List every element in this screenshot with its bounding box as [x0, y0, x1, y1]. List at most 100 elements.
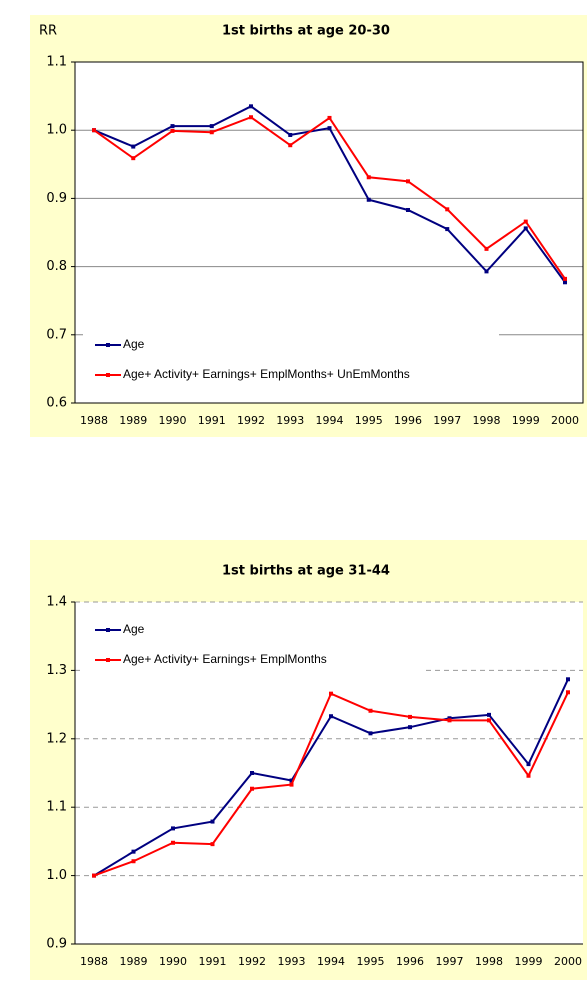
point-marker [445, 227, 450, 232]
x-tick-label: 1999 [515, 955, 543, 968]
point-marker [484, 246, 489, 251]
point-marker [92, 873, 96, 878]
point-marker [487, 718, 491, 723]
legend-label: Age+ Activity+ Earnings+ EmplMonths+ UnE… [123, 367, 410, 381]
point-marker [171, 826, 175, 831]
point-marker [288, 143, 293, 148]
point-marker [249, 115, 253, 120]
y-tick-label: 0.6 [46, 396, 67, 411]
point-marker [523, 226, 528, 231]
y-tick-label: 0.9 [46, 191, 67, 206]
x-tick-label: 1994 [317, 955, 345, 968]
point-marker [327, 115, 332, 120]
x-tick-label: 1999 [512, 414, 540, 427]
point-marker [131, 156, 136, 161]
x-tick-label: 1988 [80, 414, 108, 427]
chart-title: 1st births at age 20-30 [222, 24, 390, 39]
x-tick-label: 1990 [159, 955, 187, 968]
point-marker [289, 782, 294, 787]
x-tick-label: 1998 [475, 955, 503, 968]
point-marker [329, 691, 333, 696]
point-marker [92, 128, 96, 133]
x-tick-label: 1989 [120, 955, 148, 968]
x-tick-label: 1992 [238, 955, 266, 968]
x-tick-label: 1988 [80, 955, 108, 968]
x-tick-label: 1998 [473, 414, 501, 427]
point-marker [563, 276, 567, 281]
x-tick-label: 1995 [355, 414, 383, 427]
point-marker [131, 859, 136, 864]
legend-box [83, 325, 499, 395]
x-tick-label: 1992 [237, 414, 265, 427]
point-marker [526, 762, 531, 767]
x-tick-label: 1996 [396, 955, 424, 968]
x-tick-label: 2000 [554, 955, 582, 968]
point-marker [210, 819, 215, 824]
point-marker [408, 714, 412, 719]
legend-marker [106, 658, 110, 662]
point-marker [368, 731, 373, 736]
point-marker [487, 712, 491, 717]
point-marker [406, 179, 410, 184]
legend-marker [106, 343, 110, 347]
point-marker [209, 130, 214, 135]
point-marker [210, 842, 215, 847]
point-marker [408, 725, 412, 730]
point-marker [526, 773, 531, 778]
y-tick-label: 0.8 [46, 259, 67, 274]
point-marker [249, 104, 253, 109]
point-marker [406, 207, 410, 212]
point-marker [523, 219, 528, 224]
y-tick-label: 1.1 [46, 800, 67, 815]
y-tick-label: 1.4 [46, 595, 67, 610]
y-tick-label: 0.7 [46, 327, 67, 342]
point-marker [327, 126, 332, 131]
y-axis-label: RR [39, 24, 57, 39]
legend-label: Age+ Activity+ Earnings+ EmplMonths [123, 652, 327, 666]
y-tick-label: 0.9 [46, 937, 67, 952]
y-tick-label: 1.3 [46, 663, 67, 678]
point-marker [250, 786, 254, 791]
legend-label: Age [123, 337, 145, 351]
legend-box [83, 610, 423, 680]
y-tick-label: 1.2 [46, 731, 67, 746]
point-marker [366, 175, 371, 180]
x-tick-label: 1991 [198, 414, 226, 427]
x-tick-label: 2000 [551, 414, 579, 427]
point-marker [368, 708, 373, 713]
point-marker [566, 677, 570, 682]
point-marker [484, 269, 489, 274]
x-tick-label: 1991 [199, 955, 227, 968]
chart-title: 1st births at age 31-44 [222, 564, 390, 579]
point-marker [329, 714, 333, 719]
legend-marker [106, 373, 110, 377]
point-marker [288, 132, 293, 137]
x-tick-label: 1989 [119, 414, 147, 427]
x-tick-label: 1997 [433, 414, 461, 427]
point-marker [445, 207, 450, 212]
x-tick-label: 1994 [316, 414, 344, 427]
point-marker [366, 197, 371, 202]
point-marker [131, 144, 136, 149]
point-marker [447, 718, 452, 723]
legend-label: Age [123, 622, 145, 636]
point-marker [131, 849, 136, 854]
point-marker [289, 778, 294, 783]
x-tick-label: 1996 [394, 414, 422, 427]
x-tick-label: 1995 [357, 955, 385, 968]
point-marker [563, 280, 567, 285]
legend-marker [106, 628, 110, 632]
point-marker [170, 128, 175, 133]
x-tick-label: 1993 [276, 414, 304, 427]
point-marker [171, 840, 175, 845]
y-tick-label: 1.0 [46, 868, 67, 883]
point-marker [566, 690, 570, 695]
point-marker [250, 771, 254, 775]
x-tick-label: 1990 [159, 414, 187, 427]
point-marker [209, 124, 214, 129]
x-tick-label: 1993 [278, 955, 306, 968]
point-marker [170, 124, 175, 129]
y-tick-label: 1.0 [46, 123, 67, 138]
point-marker [447, 716, 452, 721]
